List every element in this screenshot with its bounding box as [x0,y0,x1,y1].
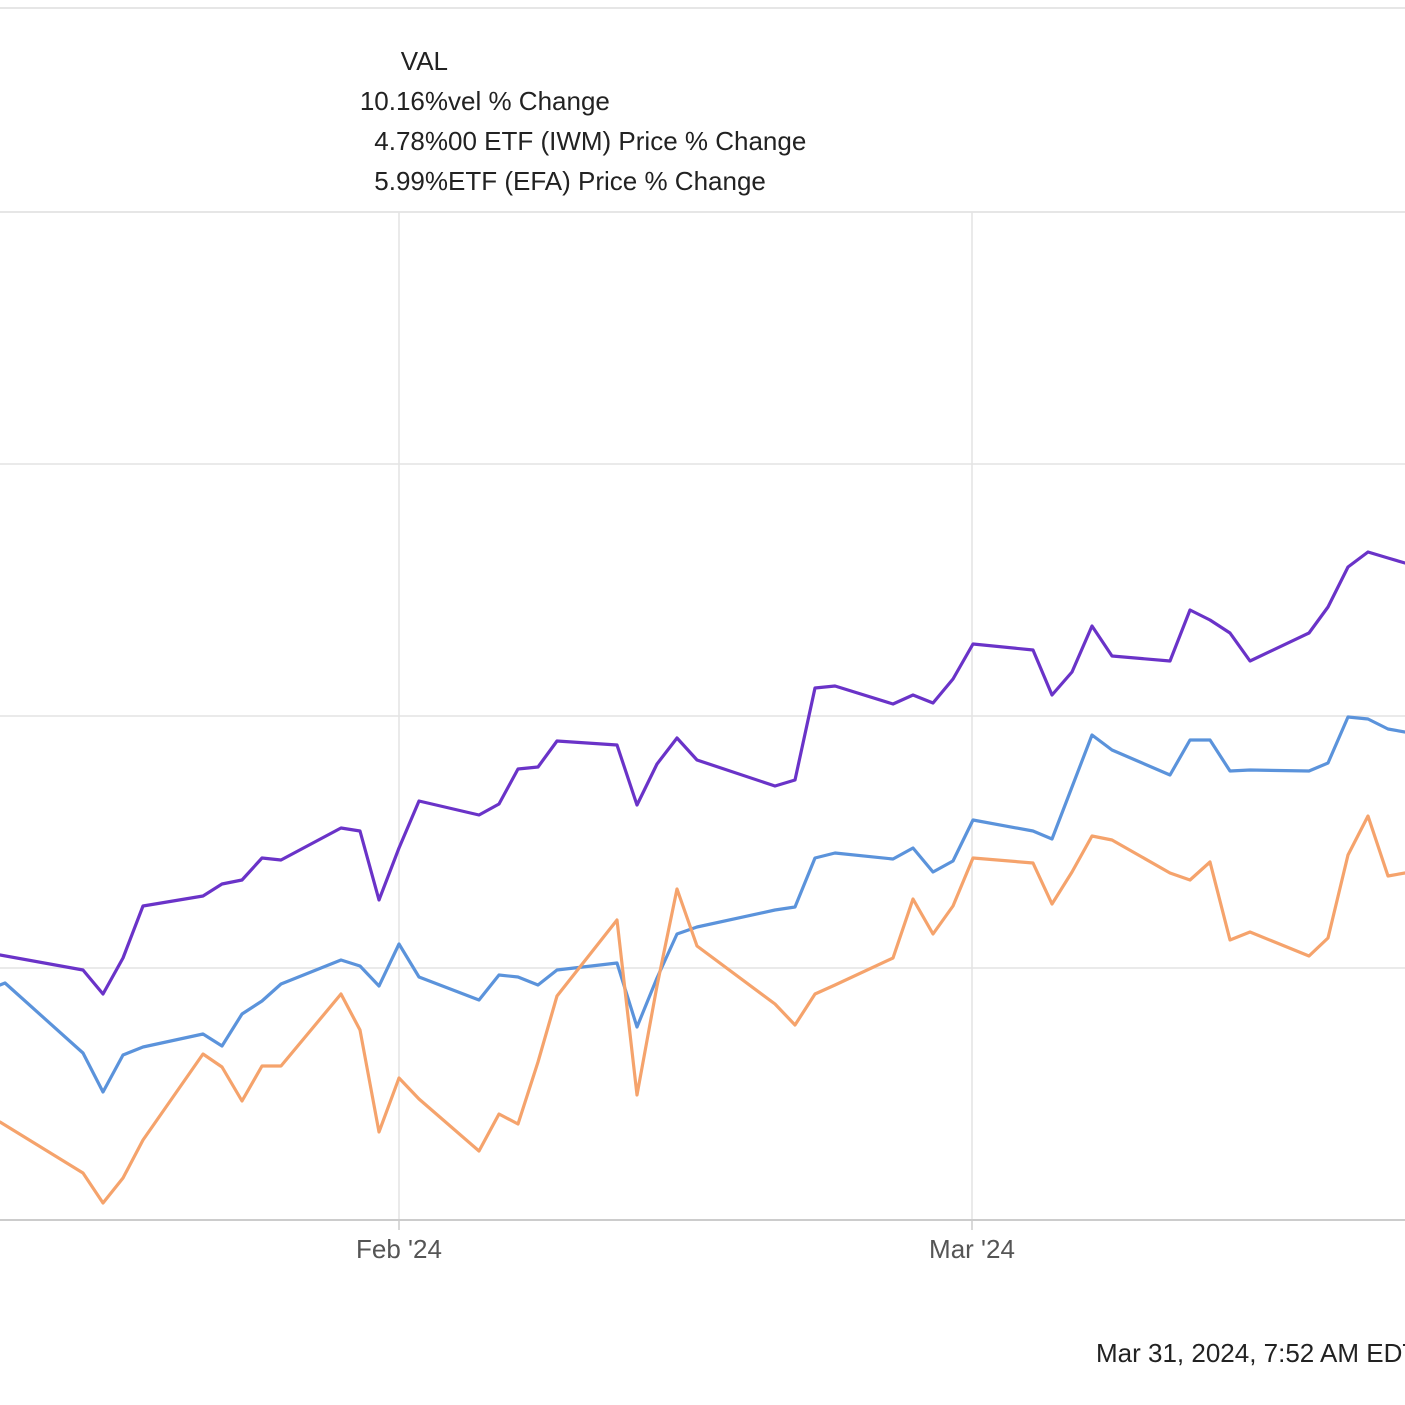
legend-row-3: ETF (EFA) Price % Change 5.99% [0,164,766,204]
x-tick-label-mar: Mar '24 [929,1234,1015,1264]
legend-series-name-3: ETF (EFA) Price % Change [448,166,766,196]
legend-row-1: vel % Change 10.16% [0,84,610,124]
legend-series-value-2: 4.78% [374,126,448,156]
legend-series-name-1: vel % Change [448,86,610,116]
legend-row-2: 00 ETF (IWM) Price % Change 4.78% [0,124,806,164]
footer-timestamp: Mar 31, 2024, 7:52 AM EDT Po [1096,1338,1405,1368]
legend-series-value-1: 10.16% [359,86,448,116]
series-line-purple [0,550,1405,996]
legend-value-header: VAL [400,46,448,76]
legend-series-name-2: 00 ETF (IWM) Price % Change [448,126,807,156]
x-tick-label-feb: Feb '24 [356,1234,442,1264]
series-line-orange [0,814,1405,1205]
legend-series-value-3: 5.99% [374,166,448,196]
series-line-blue [0,715,1405,1094]
